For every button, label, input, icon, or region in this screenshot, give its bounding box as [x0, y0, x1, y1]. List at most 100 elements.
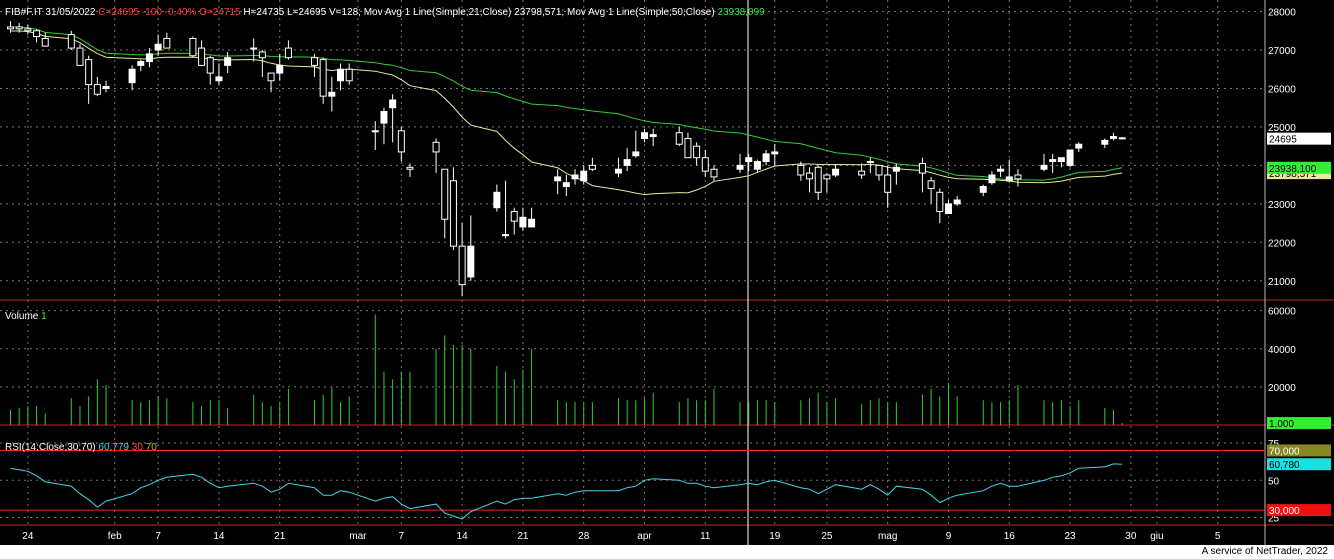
moving-averages: [10, 26, 1123, 196]
candle-body: [753, 161, 761, 170]
candle-body: [33, 30, 41, 38]
time-tick-label: 28: [578, 531, 590, 542]
candle-body: [328, 91, 336, 97]
rsi-lo-tag: 30,000: [1269, 506, 1300, 517]
rsi-header: RSI(14;Close;30;70) 60,779 30 70: [5, 442, 157, 453]
candle-body: [449, 180, 457, 247]
candle-body: [519, 216, 527, 228]
rsi-value: 60,779: [98, 442, 129, 453]
candle-body: [806, 172, 814, 180]
candle-body: [85, 59, 93, 86]
candle-body: [1014, 174, 1022, 180]
rsi-value-tag-bg: [1267, 458, 1331, 471]
candle-body: [797, 164, 805, 176]
candle-body: [675, 132, 683, 145]
candle-body: [632, 151, 640, 157]
rsi-tick-label: 25: [1268, 514, 1280, 525]
ma21-tag: 23798,571: [1269, 169, 1317, 180]
chart-canvas: 2100022000230002400025000260002700028000…: [0, 0, 1334, 545]
volume-header: Volume 1: [5, 311, 47, 322]
candle-body: [145, 53, 153, 63]
candle-body: [284, 47, 292, 59]
time-tick-label: 9: [946, 531, 952, 542]
candle-body: [24, 28, 32, 32]
time-tick-label: 19: [769, 531, 781, 542]
ma50-tag-bg: [1267, 161, 1331, 174]
volume-tick-label: 20000: [1268, 383, 1296, 394]
candle-body: [918, 162, 926, 174]
candle-body: [1057, 157, 1065, 163]
candle-body: [979, 186, 987, 193]
candle-body: [997, 168, 1005, 172]
candle-body: [1040, 164, 1048, 170]
ma50-tag: 23938,100: [1269, 164, 1317, 175]
price-tick-label: 26000: [1268, 84, 1296, 95]
candle-body: [458, 245, 466, 286]
candle-body: [641, 132, 649, 139]
candle-body: [953, 199, 961, 205]
last-price-tag-bg: [1267, 132, 1331, 145]
volume-label: Volume: [5, 311, 42, 322]
candle-body: [93, 84, 101, 95]
time-tick-label: 14: [213, 531, 225, 542]
candle-body: [371, 130, 379, 133]
candle-body: [502, 234, 510, 237]
candle-body: [154, 43, 162, 51]
time-tick-label: apr: [637, 531, 652, 542]
candle-body: [15, 26, 23, 30]
candle-body: [215, 76, 223, 82]
candle-body: [397, 130, 405, 153]
rsi-lo-tag-bg: [1267, 504, 1331, 517]
candle-body: [1101, 139, 1109, 145]
candle-body: [102, 86, 110, 89]
time-tick-label: giu: [1150, 531, 1163, 542]
candle-body: [832, 168, 840, 176]
rsi-tick-label: 50: [1268, 476, 1280, 487]
price-tick-label: 27000: [1268, 46, 1296, 57]
candle-body: [814, 166, 822, 193]
candle-body: [1049, 159, 1057, 163]
price-tick-label: 23000: [1268, 200, 1296, 211]
time-tick-label: 7: [399, 531, 405, 542]
rsi-label: RSI(14;Close;30;70): [5, 442, 99, 453]
price-candles: [7, 21, 1126, 297]
time-tick-label: 11: [700, 531, 711, 542]
candle-body: [1075, 143, 1083, 149]
header-ma50: 23938,099: [717, 7, 765, 18]
candle-body: [493, 191, 501, 209]
footer-text: A service of NetTrader, 2022: [1201, 546, 1328, 557]
last-price-tag: 24695: [1269, 135, 1297, 146]
candle-body: [580, 170, 588, 182]
candle-body: [762, 153, 770, 163]
time-tick-label: 5: [1215, 531, 1221, 542]
header-stats: H=24735 L=24695 V=128; Mov Avg 1 Line(Si…: [243, 7, 718, 18]
candle-body: [866, 161, 874, 164]
candle-body: [528, 218, 536, 228]
chart-header: FIB#F.IT 31/05/2022 C=24695 -100 -0,40% …: [5, 7, 765, 18]
volume-bars: [10, 314, 1123, 425]
candle-body: [224, 57, 232, 66]
rsi-lo: 30: [131, 442, 143, 453]
candle-body: [884, 174, 892, 193]
candle-body: [623, 159, 631, 166]
candle-body: [198, 47, 206, 66]
volume-tick-label: 60000: [1268, 307, 1296, 318]
candle-body: [745, 157, 753, 163]
candle-body: [892, 166, 900, 172]
candle-body: [554, 176, 562, 182]
candle-body: [1118, 137, 1126, 140]
time-tick-label: feb: [108, 531, 122, 542]
rsi-line: [10, 463, 1123, 520]
price-tick-label: 21000: [1268, 277, 1296, 288]
candle-body: [684, 137, 692, 159]
candle-body: [1005, 176, 1013, 182]
footer: A service of NetTrader, 2022: [0, 545, 1334, 559]
candle-body: [693, 145, 701, 159]
candle-body: [267, 72, 275, 82]
candle-body: [1109, 136, 1117, 139]
axis-labels: 2100022000230002400025000260002700028000…: [22, 8, 1296, 542]
candle-body: [936, 191, 944, 213]
price-tick-label: 22000: [1268, 238, 1296, 249]
candle-body: [944, 203, 952, 214]
candle-body: [76, 47, 84, 66]
